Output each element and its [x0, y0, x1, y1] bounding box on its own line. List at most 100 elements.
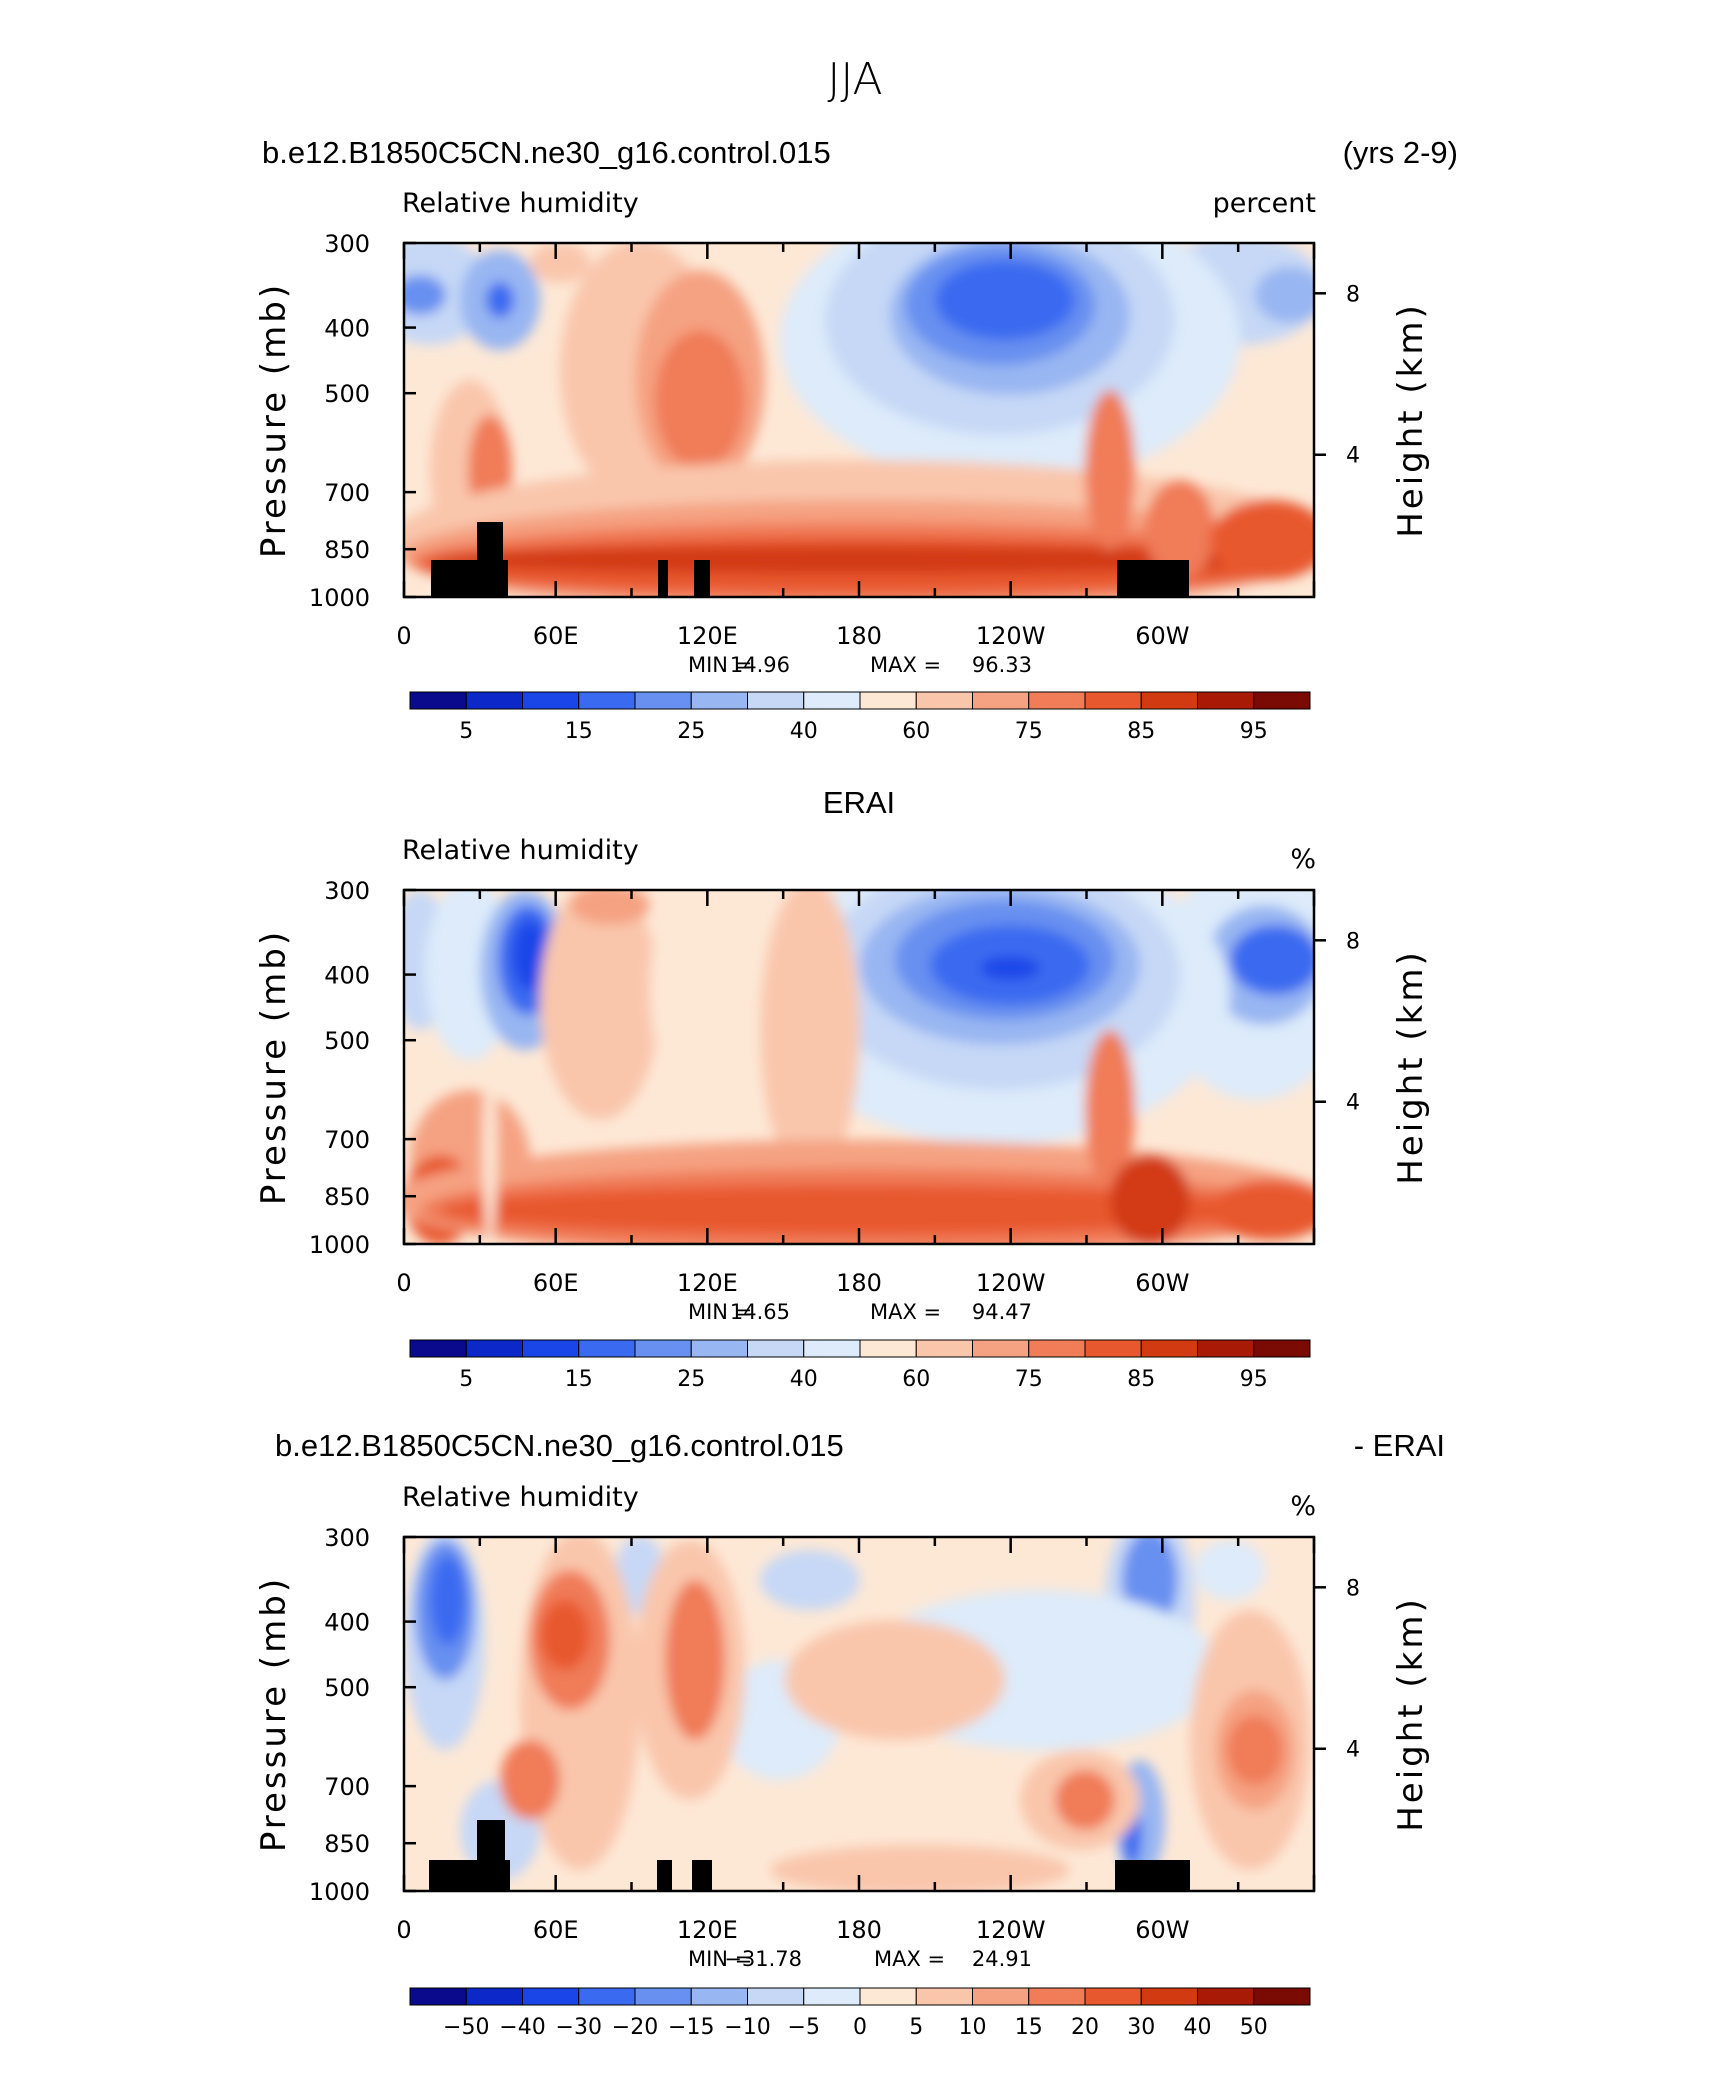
max-label: MAX =	[874, 1947, 945, 1971]
colorbar-box	[409, 1987, 467, 2006]
colorbar-label: −15	[668, 2015, 714, 2040]
colorbar-label: 5	[909, 2015, 923, 2040]
colorbar-box	[915, 1987, 973, 2006]
height-tick-label: 4	[1346, 1738, 1360, 1763]
colorbar-label: −30	[556, 2015, 602, 2040]
colorbar-box	[1253, 1987, 1311, 2006]
colorbar-label: 60	[902, 719, 930, 744]
longitude-axis: 0 60E 120E 180 120W 60W	[396, 243, 1316, 650]
contour-field	[404, 243, 1314, 597]
pressure-tick-label: 400	[324, 315, 370, 343]
longitude-tick-label: 180	[836, 622, 882, 650]
colorbar-box	[803, 691, 861, 710]
pressure-axis: 300 400 500 700 850 1000	[309, 1524, 416, 1906]
longitude-tick-label: 60E	[533, 1916, 579, 1944]
colorbar-box	[690, 1987, 748, 2006]
colorbar-box	[409, 1339, 467, 1358]
max-value: 94.47	[972, 1300, 1032, 1324]
pressure-tick-label: 1000	[309, 1878, 370, 1906]
colorbar-box	[522, 1339, 580, 1358]
colorbar-box	[1084, 691, 1142, 710]
colorbar-box	[859, 691, 917, 710]
longitude-tick-label: 60W	[1135, 1916, 1189, 1944]
colorbar-box	[803, 1339, 861, 1358]
y-axis-right-title: Height (km)	[1391, 949, 1431, 1185]
colorbar-label: 85	[1127, 1367, 1155, 1392]
colorbar-box	[1028, 1987, 1086, 2006]
pressure-tick-label: 500	[324, 1027, 370, 1055]
colorbar-label: 40	[790, 1367, 818, 1392]
height-tick-label: 8	[1346, 929, 1360, 954]
units-label: percent	[1213, 188, 1316, 219]
colorbar-box	[747, 1987, 805, 2006]
colorbar-box	[859, 1987, 917, 2006]
colorbar-label: 20	[1071, 2015, 1099, 2040]
colorbar-box	[747, 691, 805, 710]
longitude-tick-label: 0	[396, 1269, 411, 1297]
height-axis: 84	[1314, 929, 1360, 1116]
colorbar-box	[972, 1339, 1030, 1358]
longitude-tick-label: 0	[396, 622, 411, 650]
panel-header-left: b.e12.B1850C5CN.ne30_g16.control.015	[262, 135, 831, 170]
colorbar-label: −50	[443, 2015, 489, 2040]
colorbar-label: 5	[459, 719, 473, 744]
colorbar-box	[1140, 691, 1198, 710]
colorbar-label: 15	[565, 719, 593, 744]
colorbar-label: 10	[959, 2015, 987, 2040]
colorbar-label: 75	[1015, 1367, 1043, 1392]
field-label: Relative humidity	[402, 835, 639, 866]
contour-field	[404, 890, 1314, 1244]
panel-difference: b.e12.B1850C5CN.ne30_g16.control.015 - E…	[254, 1428, 1445, 2040]
colorbar-label: 85	[1127, 719, 1155, 744]
colorbar-box	[803, 1987, 861, 2006]
colorbar-box	[1197, 1339, 1255, 1358]
max-value: 96.33	[972, 653, 1032, 677]
colorbar-label: 0	[853, 2015, 867, 2040]
pressure-tick-label: 700	[324, 479, 370, 507]
longitude-tick-label: 120W	[976, 622, 1046, 650]
colorbar-box	[859, 1339, 917, 1358]
colorbar-label: 5	[459, 1367, 473, 1392]
height-axis: 84	[1314, 282, 1360, 469]
colorbar-label: 15	[565, 1367, 593, 1392]
colorbar-box	[1084, 1339, 1142, 1358]
longitude-tick-label: 120E	[677, 1916, 738, 1944]
pressure-tick-label: 850	[324, 536, 370, 564]
min-value: −31.78	[724, 1947, 802, 1971]
pressure-axis: 300 400 500 700 850 1000	[309, 230, 416, 612]
colorbar-box	[972, 691, 1030, 710]
pressure-tick-label: 500	[324, 1674, 370, 1702]
colorbar-box	[522, 691, 580, 710]
height-tick-label: 8	[1346, 282, 1360, 307]
colorbar-box	[1140, 1339, 1198, 1358]
pressure-tick-label: 1000	[309, 1231, 370, 1259]
colorbar-box	[690, 691, 748, 710]
max-label: MAX =	[870, 1300, 941, 1324]
panel-header-center: ERAI	[823, 785, 895, 820]
y-axis-title: Pressure (mb)	[254, 929, 294, 1205]
panel-header-right: (yrs 2-9)	[1343, 135, 1458, 170]
colorbar-box	[578, 691, 636, 710]
colorbar-box	[1253, 1339, 1311, 1358]
colorbar-label: 95	[1240, 1367, 1268, 1392]
longitude-tick-label: 120E	[677, 622, 738, 650]
y-axis-title: Pressure (mb)	[254, 282, 294, 558]
colorbar-label: 75	[1015, 719, 1043, 744]
colorbar-box	[1028, 1339, 1086, 1358]
figure-title: JJA	[827, 54, 882, 105]
min-value: 14.96	[730, 653, 790, 677]
colorbar-label: −20	[612, 2015, 658, 2040]
pressure-tick-label: 700	[324, 1773, 370, 1801]
max-value: 24.91	[972, 1947, 1032, 1971]
contour-field	[404, 1537, 1314, 1891]
colorbar-label: 95	[1240, 719, 1268, 744]
colorbar-box	[634, 1339, 692, 1358]
longitude-tick-label: 180	[836, 1916, 882, 1944]
colorbar: 5 15 25 40 60 75 85 95	[409, 691, 1311, 744]
max-label: MAX =	[870, 653, 941, 677]
colorbar-label: 25	[677, 1367, 705, 1392]
longitude-tick-label: 120E	[677, 1269, 738, 1297]
height-tick-label: 8	[1346, 1576, 1360, 1601]
min-label: MIN =	[688, 653, 752, 677]
